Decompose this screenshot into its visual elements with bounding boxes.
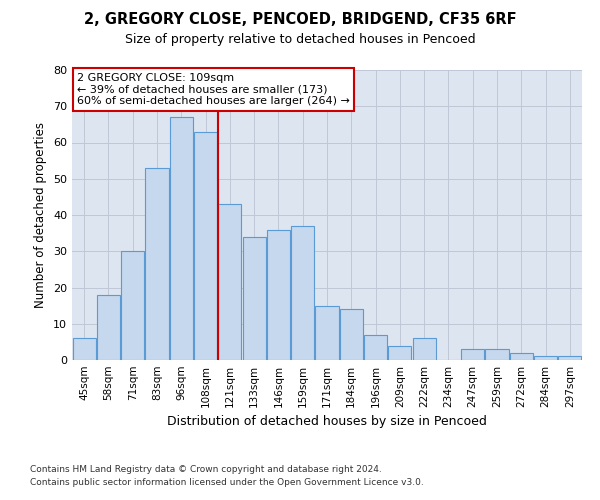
Bar xyxy=(340,309,363,360)
Bar xyxy=(534,356,557,360)
Bar xyxy=(97,294,120,360)
Text: Contains HM Land Registry data © Crown copyright and database right 2024.: Contains HM Land Registry data © Crown c… xyxy=(30,466,382,474)
Bar xyxy=(485,349,509,360)
Bar xyxy=(291,226,314,360)
Bar xyxy=(461,349,484,360)
Text: Contains public sector information licensed under the Open Government Licence v3: Contains public sector information licen… xyxy=(30,478,424,487)
Bar xyxy=(388,346,412,360)
Text: 2 GREGORY CLOSE: 109sqm
← 39% of detached houses are smaller (173)
60% of semi-d: 2 GREGORY CLOSE: 109sqm ← 39% of detache… xyxy=(77,73,350,106)
Text: 2, GREGORY CLOSE, PENCOED, BRIDGEND, CF35 6RF: 2, GREGORY CLOSE, PENCOED, BRIDGEND, CF3… xyxy=(83,12,517,28)
Bar xyxy=(510,353,533,360)
Bar xyxy=(267,230,290,360)
X-axis label: Distribution of detached houses by size in Pencoed: Distribution of detached houses by size … xyxy=(167,416,487,428)
Bar xyxy=(316,306,338,360)
Bar xyxy=(364,334,387,360)
Y-axis label: Number of detached properties: Number of detached properties xyxy=(34,122,47,308)
Bar xyxy=(559,356,581,360)
Bar xyxy=(242,237,266,360)
Bar xyxy=(73,338,95,360)
Bar xyxy=(121,251,144,360)
Bar xyxy=(413,338,436,360)
Text: Size of property relative to detached houses in Pencoed: Size of property relative to detached ho… xyxy=(125,32,475,46)
Bar xyxy=(170,117,193,360)
Bar xyxy=(194,132,217,360)
Bar xyxy=(145,168,169,360)
Bar xyxy=(218,204,241,360)
